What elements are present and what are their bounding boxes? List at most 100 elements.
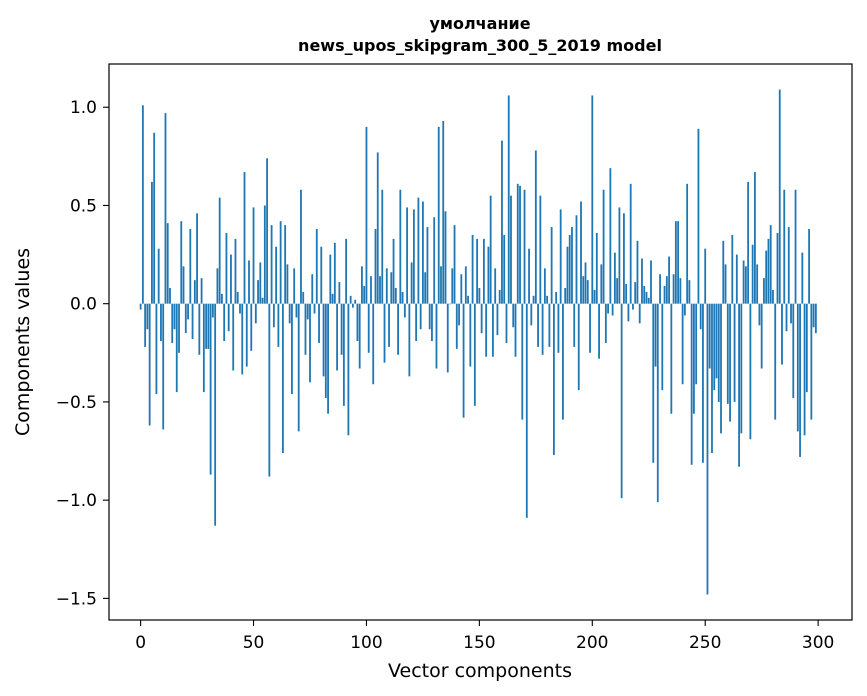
bar	[776, 232, 779, 304]
bar	[370, 276, 372, 304]
bar	[449, 303, 451, 305]
bar	[720, 303, 722, 434]
bar	[342, 303, 345, 406]
bar	[758, 303, 761, 326]
bar	[708, 303, 711, 369]
bar	[519, 185, 521, 304]
bar	[744, 266, 747, 304]
plot-frame	[108, 63, 853, 621]
bar	[451, 268, 454, 304]
bar	[302, 291, 305, 304]
bar	[706, 303, 709, 595]
bar	[313, 303, 316, 314]
bar	[810, 303, 813, 420]
bar	[573, 303, 576, 347]
bar-series	[139, 89, 817, 595]
bar	[792, 303, 795, 398]
bar	[171, 303, 174, 343]
bar	[320, 246, 323, 304]
bar	[367, 303, 370, 353]
bar	[358, 303, 361, 369]
x-tick-label: 300	[802, 633, 834, 653]
x-tick-label: 50	[243, 633, 265, 653]
bar	[742, 260, 745, 304]
bar	[550, 227, 553, 304]
bar	[356, 303, 359, 342]
bar	[272, 303, 275, 328]
bar	[345, 238, 348, 304]
bar	[690, 303, 693, 465]
bar	[627, 303, 630, 322]
bar	[681, 303, 684, 385]
bar	[440, 266, 442, 304]
bar	[613, 252, 616, 304]
bar	[478, 287, 481, 304]
bar	[336, 303, 338, 371]
bar	[340, 303, 343, 355]
bar	[431, 303, 433, 342]
bar	[419, 303, 422, 330]
bar	[503, 234, 506, 304]
bar	[444, 211, 447, 304]
bar	[512, 303, 515, 328]
bar	[672, 274, 675, 304]
bar	[523, 189, 526, 304]
bar	[300, 189, 302, 304]
bar	[223, 303, 226, 342]
bar	[665, 276, 668, 304]
bar	[801, 252, 804, 304]
bar	[516, 183, 519, 304]
bar	[347, 303, 350, 436]
bar	[202, 303, 205, 393]
bar	[141, 105, 144, 304]
bar	[514, 303, 517, 357]
y-tick-label: −0.5	[56, 393, 97, 413]
bar	[656, 303, 659, 503]
bar	[616, 278, 619, 304]
bar	[399, 189, 402, 304]
bar	[374, 229, 377, 304]
bar	[354, 299, 357, 304]
bar	[460, 274, 463, 304]
bar	[458, 303, 460, 326]
bar	[636, 240, 639, 304]
bar	[415, 303, 418, 342]
bar	[778, 89, 781, 304]
bar	[309, 303, 311, 383]
bar	[586, 280, 589, 304]
bar	[164, 113, 167, 304]
bar	[688, 280, 691, 304]
bar	[473, 303, 476, 406]
bar	[173, 303, 176, 330]
bar	[796, 303, 799, 432]
bar	[753, 172, 756, 304]
bar	[548, 303, 551, 347]
bar	[236, 291, 239, 304]
bar	[241, 303, 244, 375]
bar	[595, 232, 598, 304]
bar	[455, 303, 458, 349]
bar	[611, 303, 614, 316]
bar	[767, 238, 770, 304]
bar	[139, 303, 142, 310]
bar	[645, 291, 648, 304]
bar	[783, 189, 786, 304]
bar	[397, 303, 399, 355]
bar	[263, 205, 266, 304]
bar	[643, 286, 646, 304]
bar	[580, 201, 582, 304]
bar	[155, 303, 158, 395]
bar	[713, 303, 716, 391]
bar	[464, 266, 467, 304]
bar	[756, 264, 759, 304]
bar	[763, 278, 765, 304]
bar	[446, 303, 449, 373]
bar	[322, 303, 325, 377]
bar	[162, 303, 165, 430]
bar	[566, 246, 569, 304]
bar	[774, 303, 777, 420]
bar	[433, 217, 436, 304]
bar	[153, 132, 156, 304]
bar	[211, 303, 214, 318]
x-tick-label: 100	[350, 633, 382, 653]
